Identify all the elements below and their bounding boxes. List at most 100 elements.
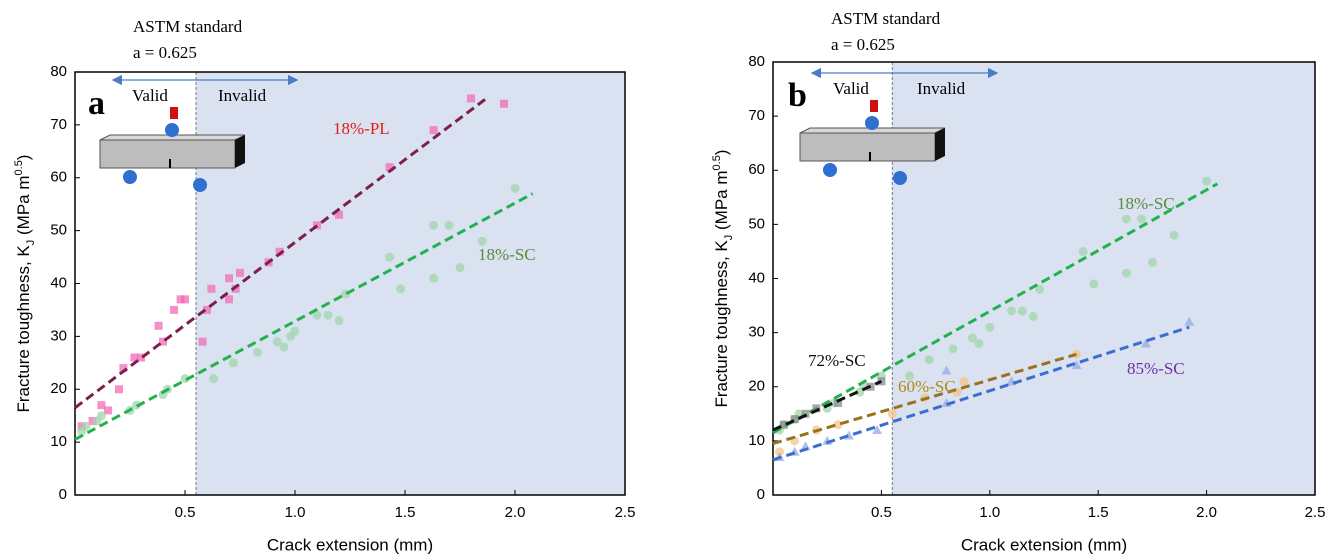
data-point [985, 322, 995, 332]
y-tick-label: 80 [748, 53, 765, 70]
x-tick-label: 2.5 [615, 504, 636, 521]
y-tick-label: 30 [748, 324, 765, 341]
data-point [1140, 338, 1151, 348]
data-point [905, 371, 915, 381]
y-axis-title-part: J [25, 240, 37, 246]
y-axis-title-part: 0.5 [13, 160, 25, 175]
data-point [335, 210, 343, 219]
data-point [290, 326, 300, 336]
data-point [1137, 214, 1147, 224]
fit-line [772, 352, 1077, 446]
region-label: Invalid [218, 86, 267, 105]
data-point [115, 385, 123, 394]
data-point [119, 364, 128, 373]
data-point [775, 447, 785, 457]
data-point [137, 353, 145, 362]
y-tick-label: 30 [50, 327, 67, 344]
y-tick-label: 60 [748, 161, 765, 178]
support [893, 171, 907, 185]
series-label: 18%-SC [478, 245, 536, 264]
x-tick-label: 0.5 [871, 504, 892, 521]
region-label: Valid [132, 86, 168, 105]
y-axis-title: Fracture toughness, KJ (MPa m0.5) [711, 150, 735, 408]
y-axis-title-part: 0.5 [711, 155, 723, 170]
loading-pin [865, 116, 879, 130]
data-point [455, 263, 465, 273]
note: a = 0.625 [133, 43, 197, 62]
panel-label: a [88, 85, 105, 122]
data-point [959, 376, 969, 386]
note: ASTM standard [831, 9, 941, 28]
region-label: Invalid [917, 79, 966, 98]
x-tick-label: 2.0 [1196, 504, 1217, 521]
data-point [429, 126, 438, 135]
y-tick-label: 20 [50, 380, 67, 397]
data-point [198, 337, 207, 346]
data-point [1184, 316, 1195, 326]
data-point [1121, 214, 1131, 224]
data-point [1147, 257, 1157, 267]
x-tick-label: 2.0 [505, 504, 526, 521]
data-point [176, 295, 185, 304]
data-point [170, 305, 178, 314]
invalid-region [892, 62, 1315, 495]
fit-line [74, 192, 534, 441]
y-tick-label: 0 [59, 486, 67, 503]
y-axis-title-part: ) [712, 150, 731, 156]
y-tick-label: 20 [748, 378, 765, 395]
data-point [924, 355, 934, 365]
data-point [313, 221, 321, 230]
data-point [1121, 268, 1131, 278]
data-point [228, 358, 238, 368]
y-tick-label: 10 [748, 432, 765, 449]
data-point [1071, 360, 1082, 370]
support [193, 178, 207, 192]
data-point [279, 342, 289, 352]
y-axis-title-part: (MPa m [14, 175, 33, 239]
data-point [312, 310, 322, 320]
data-point [154, 321, 163, 330]
data-point [81, 421, 91, 431]
x-axis-title: Crack extension (mm) [961, 535, 1127, 554]
y-tick-label: 50 [748, 215, 765, 232]
data-point [130, 353, 139, 362]
data-point [97, 401, 106, 410]
data-point [181, 295, 189, 304]
data-point [385, 163, 394, 172]
data-point [385, 252, 395, 262]
data-point [253, 347, 263, 357]
x-tick-label: 1.0 [979, 504, 1000, 521]
x-tick-label: 0.5 [175, 504, 196, 521]
beam-front [99, 139, 236, 169]
y-tick-label: 0 [757, 486, 765, 503]
y-axis-title-part: Fracture toughness, K [14, 245, 33, 413]
series-label: 60%-SC [898, 377, 956, 396]
y-tick-label: 80 [50, 63, 67, 80]
data-point [887, 409, 897, 419]
series-label: 72%-SC [808, 351, 866, 370]
data-point [429, 220, 439, 230]
y-axis-title-part: ) [14, 155, 33, 161]
fit-line [772, 379, 883, 432]
x-tick-label: 1.0 [285, 504, 306, 521]
data-point [812, 404, 821, 413]
y-tick-label: 60 [50, 169, 67, 186]
load-arrow [170, 107, 178, 119]
beam-front [799, 132, 936, 162]
series-label: 18%-SC [1117, 194, 1175, 213]
y-axis-title: Fracture toughness, KJ (MPa m0.5) [13, 155, 37, 413]
y-tick-label: 70 [50, 116, 67, 133]
fit-line [772, 325, 1190, 462]
x-tick-label: 1.5 [1088, 504, 1109, 521]
data-point [104, 406, 112, 415]
y-tick-label: 40 [50, 274, 67, 291]
y-axis-title-part: (MPa m [712, 170, 731, 234]
note: a = 0.625 [831, 35, 895, 54]
y-axis-title-part: J [723, 235, 735, 241]
data-point [1089, 279, 1099, 289]
panel-label: b [788, 77, 807, 114]
data-point [779, 420, 788, 429]
loading-pin [165, 123, 179, 137]
data-point [159, 337, 167, 346]
